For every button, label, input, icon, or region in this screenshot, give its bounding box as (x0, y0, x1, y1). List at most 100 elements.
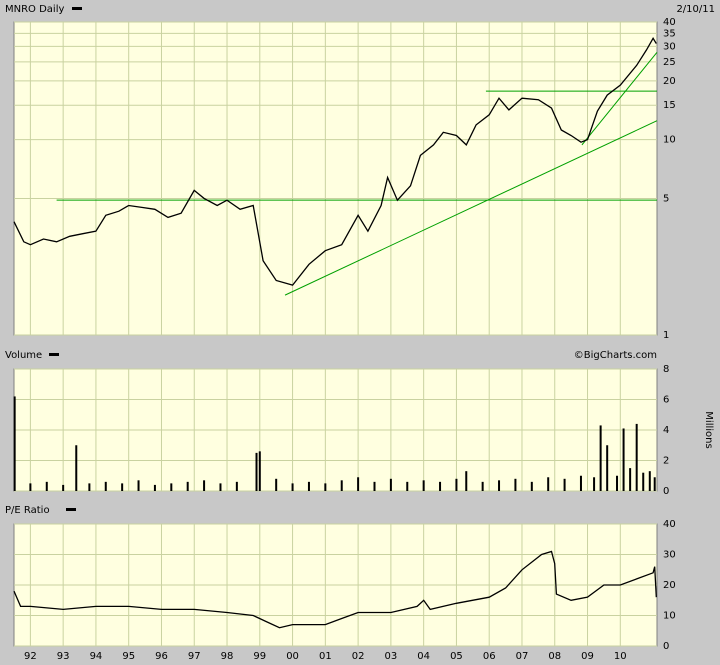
watermark: ©BigCharts.com (574, 350, 657, 361)
volume-bar (235, 481, 238, 491)
volume-bar (465, 471, 468, 491)
volume-bar (606, 445, 609, 491)
x-tick-label: 02 (352, 651, 365, 662)
x-tick-label: 08 (548, 651, 561, 662)
x-tick-label: 00 (286, 651, 299, 662)
y-tick-label: 8 (663, 364, 669, 375)
volume-bar (357, 477, 360, 491)
y-tick-label: 15 (663, 100, 676, 111)
data-line (13, 550, 657, 629)
trendline (581, 51, 658, 146)
volume-bar (88, 483, 91, 491)
volume-bar (629, 468, 632, 491)
volume-bar (498, 480, 501, 491)
volume-bar (389, 478, 392, 491)
date-label: 2/10/11 (676, 4, 715, 15)
x-tick-label: 93 (57, 651, 70, 662)
volume-bar (635, 423, 638, 491)
x-tick-label: 92 (24, 651, 37, 662)
trendline (284, 120, 658, 296)
volume-bar (622, 428, 625, 491)
volume-bar (530, 481, 533, 491)
y-tick-label: 30 (663, 550, 676, 561)
volume-bar (137, 480, 140, 491)
x-tick-label: 07 (516, 651, 529, 662)
volume-bar (75, 445, 78, 491)
volume-bar (307, 481, 310, 491)
volume-bar (593, 477, 596, 491)
volume-bar (170, 483, 173, 491)
volume-bar (514, 478, 517, 491)
y-tick-label: 20 (663, 580, 676, 591)
x-tick-label: 06 (483, 651, 496, 662)
x-tick-label: 04 (417, 651, 430, 662)
x-tick-label: 97 (188, 651, 201, 662)
y-tick-label: 1 (663, 330, 669, 341)
volume-bar (104, 481, 107, 491)
x-tick-label: 99 (253, 651, 266, 662)
price-title: MNRO Daily (5, 4, 64, 15)
volume-bar (547, 477, 550, 491)
x-tick-label: 10 (614, 651, 627, 662)
volume-bar (563, 478, 566, 491)
volume-bar (121, 483, 124, 491)
volume-bar (153, 484, 156, 491)
x-tick-label: 96 (155, 651, 168, 662)
x-tick-label: 09 (581, 651, 594, 662)
volume-bar (219, 483, 222, 491)
y-tick-label: 40 (663, 519, 676, 530)
volume-bar (648, 471, 651, 491)
volume-bar (45, 481, 48, 491)
x-tick-label: 94 (90, 651, 103, 662)
volume-bar (13, 396, 16, 491)
x-tick-label: 05 (450, 651, 463, 662)
x-tick-label: 95 (122, 651, 135, 662)
y-tick-label: 0 (663, 486, 669, 497)
y-tick-label: 6 (663, 395, 669, 406)
volume-bar (324, 483, 327, 491)
volume-bar (642, 472, 645, 491)
volume-bar (275, 478, 278, 491)
y-tick-label: 0 (663, 641, 669, 652)
y-tick-label: 25 (663, 57, 676, 68)
volume-bar (653, 477, 656, 491)
y-tick-label: 35 (663, 28, 676, 39)
title-icon (72, 7, 82, 10)
volume-bar (258, 451, 261, 491)
price-plot (13, 21, 658, 336)
y-tick-label: 10 (663, 611, 676, 622)
volume-bar (203, 480, 206, 491)
volume-bar (406, 481, 409, 491)
volume-title: Volume (5, 350, 42, 361)
volume-bar (29, 483, 32, 491)
y-tick-label: 4 (663, 425, 669, 436)
volume-bar (481, 481, 484, 491)
volume-bar (291, 483, 294, 491)
y-tick-label: 2 (663, 456, 669, 467)
volume-axis-label: Millions (703, 411, 714, 448)
y-tick-label: 40 (663, 17, 676, 28)
title-icon (49, 353, 59, 356)
volume-bar (373, 481, 376, 491)
y-tick-label: 20 (663, 76, 676, 87)
volume-bar (340, 480, 343, 491)
volume-bar (599, 425, 602, 491)
data-line (13, 37, 657, 286)
volume-bar (616, 475, 619, 491)
x-tick-label: 98 (221, 651, 234, 662)
volume-bar (439, 481, 442, 491)
volume-bar (186, 481, 189, 491)
volume-bar (422, 480, 425, 491)
y-tick-label: 30 (663, 41, 676, 52)
title-icon (66, 508, 76, 511)
y-tick-label: 5 (663, 193, 669, 204)
x-tick-label: 01 (319, 651, 332, 662)
volume-bar (62, 484, 65, 491)
x-tick-label: 03 (385, 651, 398, 662)
volume-bar (455, 478, 458, 491)
volume-bar (255, 452, 258, 491)
y-tick-label: 10 (663, 135, 676, 146)
pe-title: P/E Ratio (5, 505, 50, 516)
